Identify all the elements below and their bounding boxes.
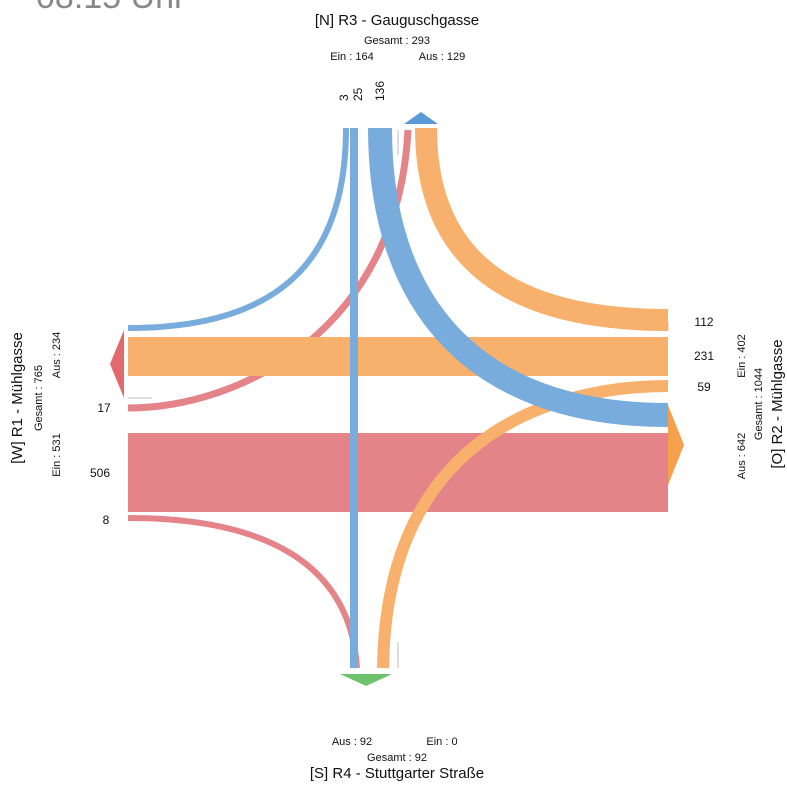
east-total: Gesamt : 1044 [753,368,765,440]
flow-north-east [368,127,669,427]
north-flow-2: 25 [351,87,365,101]
north-flow-1: 3 [337,94,351,101]
flow-east-north [415,127,669,331]
west-flow-1: 17 [97,401,111,415]
south-exit-arrow [340,674,392,686]
flow-north-south [350,128,358,668]
east-flow-1: 112 [694,315,713,329]
north-out: Aus : 129 [419,51,465,63]
flow-north-west [127,127,349,331]
north-in: Ein : 164 [330,51,373,63]
east-in: Ein : 402 [736,334,748,377]
west-flow-3: 8 [103,513,110,527]
east-title: [O] R2 - Mühlgasse [769,339,786,468]
flow-west-south [127,515,360,669]
approach-ticks [128,130,669,668]
east-flow-3: 59 [697,380,711,394]
south-title: [S] R4 - Stuttgarter Straße [310,765,484,782]
west-total: Gesamt : 765 [33,365,45,431]
flow-east-west [128,337,668,376]
flow-east-south [377,380,669,669]
flow-west-east [128,433,668,512]
west-exit-arrow [110,330,124,398]
north-total: Gesamt : 293 [364,35,430,47]
west-flow-2: 506 [90,466,110,480]
east-out: Aus : 642 [736,433,748,479]
west-title: [W] R1 - Mühlgasse [9,332,26,464]
south-out: Aus : 92 [332,736,372,748]
flow-bands [127,127,669,669]
east-flow-2: 231 [694,349,714,363]
east-exit-arrow [668,405,684,485]
west-out: Aus : 234 [51,332,63,378]
south-in: Ein : 0 [426,736,457,748]
clipped-time-label: 08:15 Uhr [36,0,185,16]
south-total: Gesamt : 92 [367,752,427,764]
west-in: Ein : 531 [51,433,63,476]
north-title: [N] R3 - Gauguschgasse [315,12,479,29]
north-flow-3: 136 [373,81,387,101]
north-exit-arrow [404,112,438,124]
